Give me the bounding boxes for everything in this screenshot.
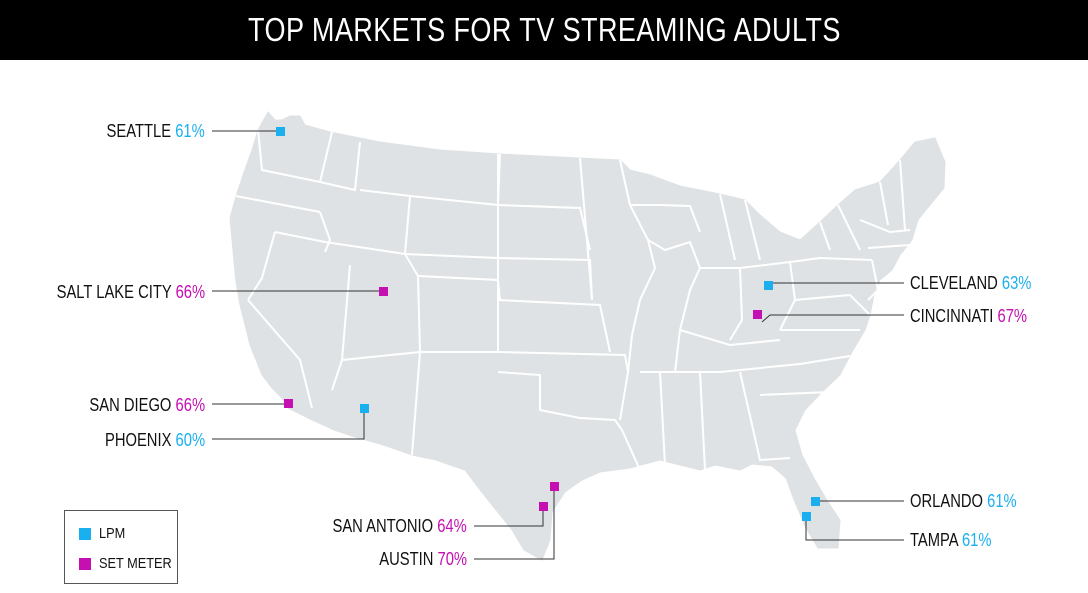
set-meter-swatch [79,557,91,570]
city-name: TAMPA [910,530,958,550]
city-percent: 64% [437,516,467,536]
city-percent: 67% [997,306,1028,326]
label-austin: AUSTIN 70% [379,549,467,569]
city-name: CINCINNATI [910,306,994,326]
city-name: ORLANDO [910,491,983,511]
city-name: SAN ANTONIO [332,516,434,536]
leader-austin [474,490,555,560]
lpm-swatch [79,527,91,540]
leader-cincinnati [761,314,904,323]
label-salt-lake-city: SALT LAKE CITY 66% [56,282,205,302]
legend: LPM SET METER [64,510,178,584]
city-name: SEATTLE [106,121,172,141]
city-markers [276,127,820,521]
state-borders [235,129,911,471]
legend-label: SET METER [99,555,172,572]
us-landmass [229,111,946,561]
marker-orlando [811,497,820,506]
marker-san-antonio [539,502,548,511]
legend-item-set-meter: SET METER [79,555,185,572]
marker-austin [550,482,559,491]
marker-san-diego [284,399,293,408]
legend-label: LPM [99,525,126,542]
label-tampa: TAMPA 61% [910,530,992,550]
marker-cleveland [764,281,773,290]
city-name: CLEVELAND [910,273,998,293]
marker-salt-lake-city [379,287,388,296]
city-name: PHOENIX [104,430,172,450]
marker-tampa [802,512,811,521]
label-san-antonio: SAN ANTONIO 64% [333,516,467,536]
label-cincinnati: CINCINNATI 67% [910,306,1027,326]
city-percent: 61% [175,121,205,141]
leader-san-antonio [474,510,544,527]
title-bar: TOP MARKETS FOR TV STREAMING ADULTS [0,0,1088,60]
label-orlando: ORLANDO 61% [910,491,1017,511]
label-cleveland: CLEVELAND 63% [910,273,1031,293]
city-percent: 66% [175,395,205,415]
leader-tampa [805,520,904,541]
city-name: AUSTIN [379,549,434,569]
city-name: SAN DIEGO [89,395,172,415]
label-seattle: SEATTLE 61% [107,121,205,141]
leader-phoenix [212,412,365,440]
city-percent: 66% [175,282,205,302]
legend-item-lpm: LPM [79,525,130,542]
city-name: SALT LAKE CITY [56,282,172,302]
label-san-diego: SAN DIEGO 66% [89,395,205,415]
city-percent: 63% [1001,273,1032,293]
city-percent: 60% [175,430,205,450]
label-phoenix: PHOENIX 60% [105,430,205,450]
city-percent: 61% [961,530,992,550]
marker-seattle [276,127,285,136]
city-percent: 61% [987,491,1017,511]
marker-phoenix [360,404,369,413]
leader-lines [212,130,904,560]
city-percent: 70% [437,549,467,569]
page-title: TOP MARKETS FOR TV STREAMING ADULTS [247,11,841,48]
marker-cincinnati [753,310,762,319]
